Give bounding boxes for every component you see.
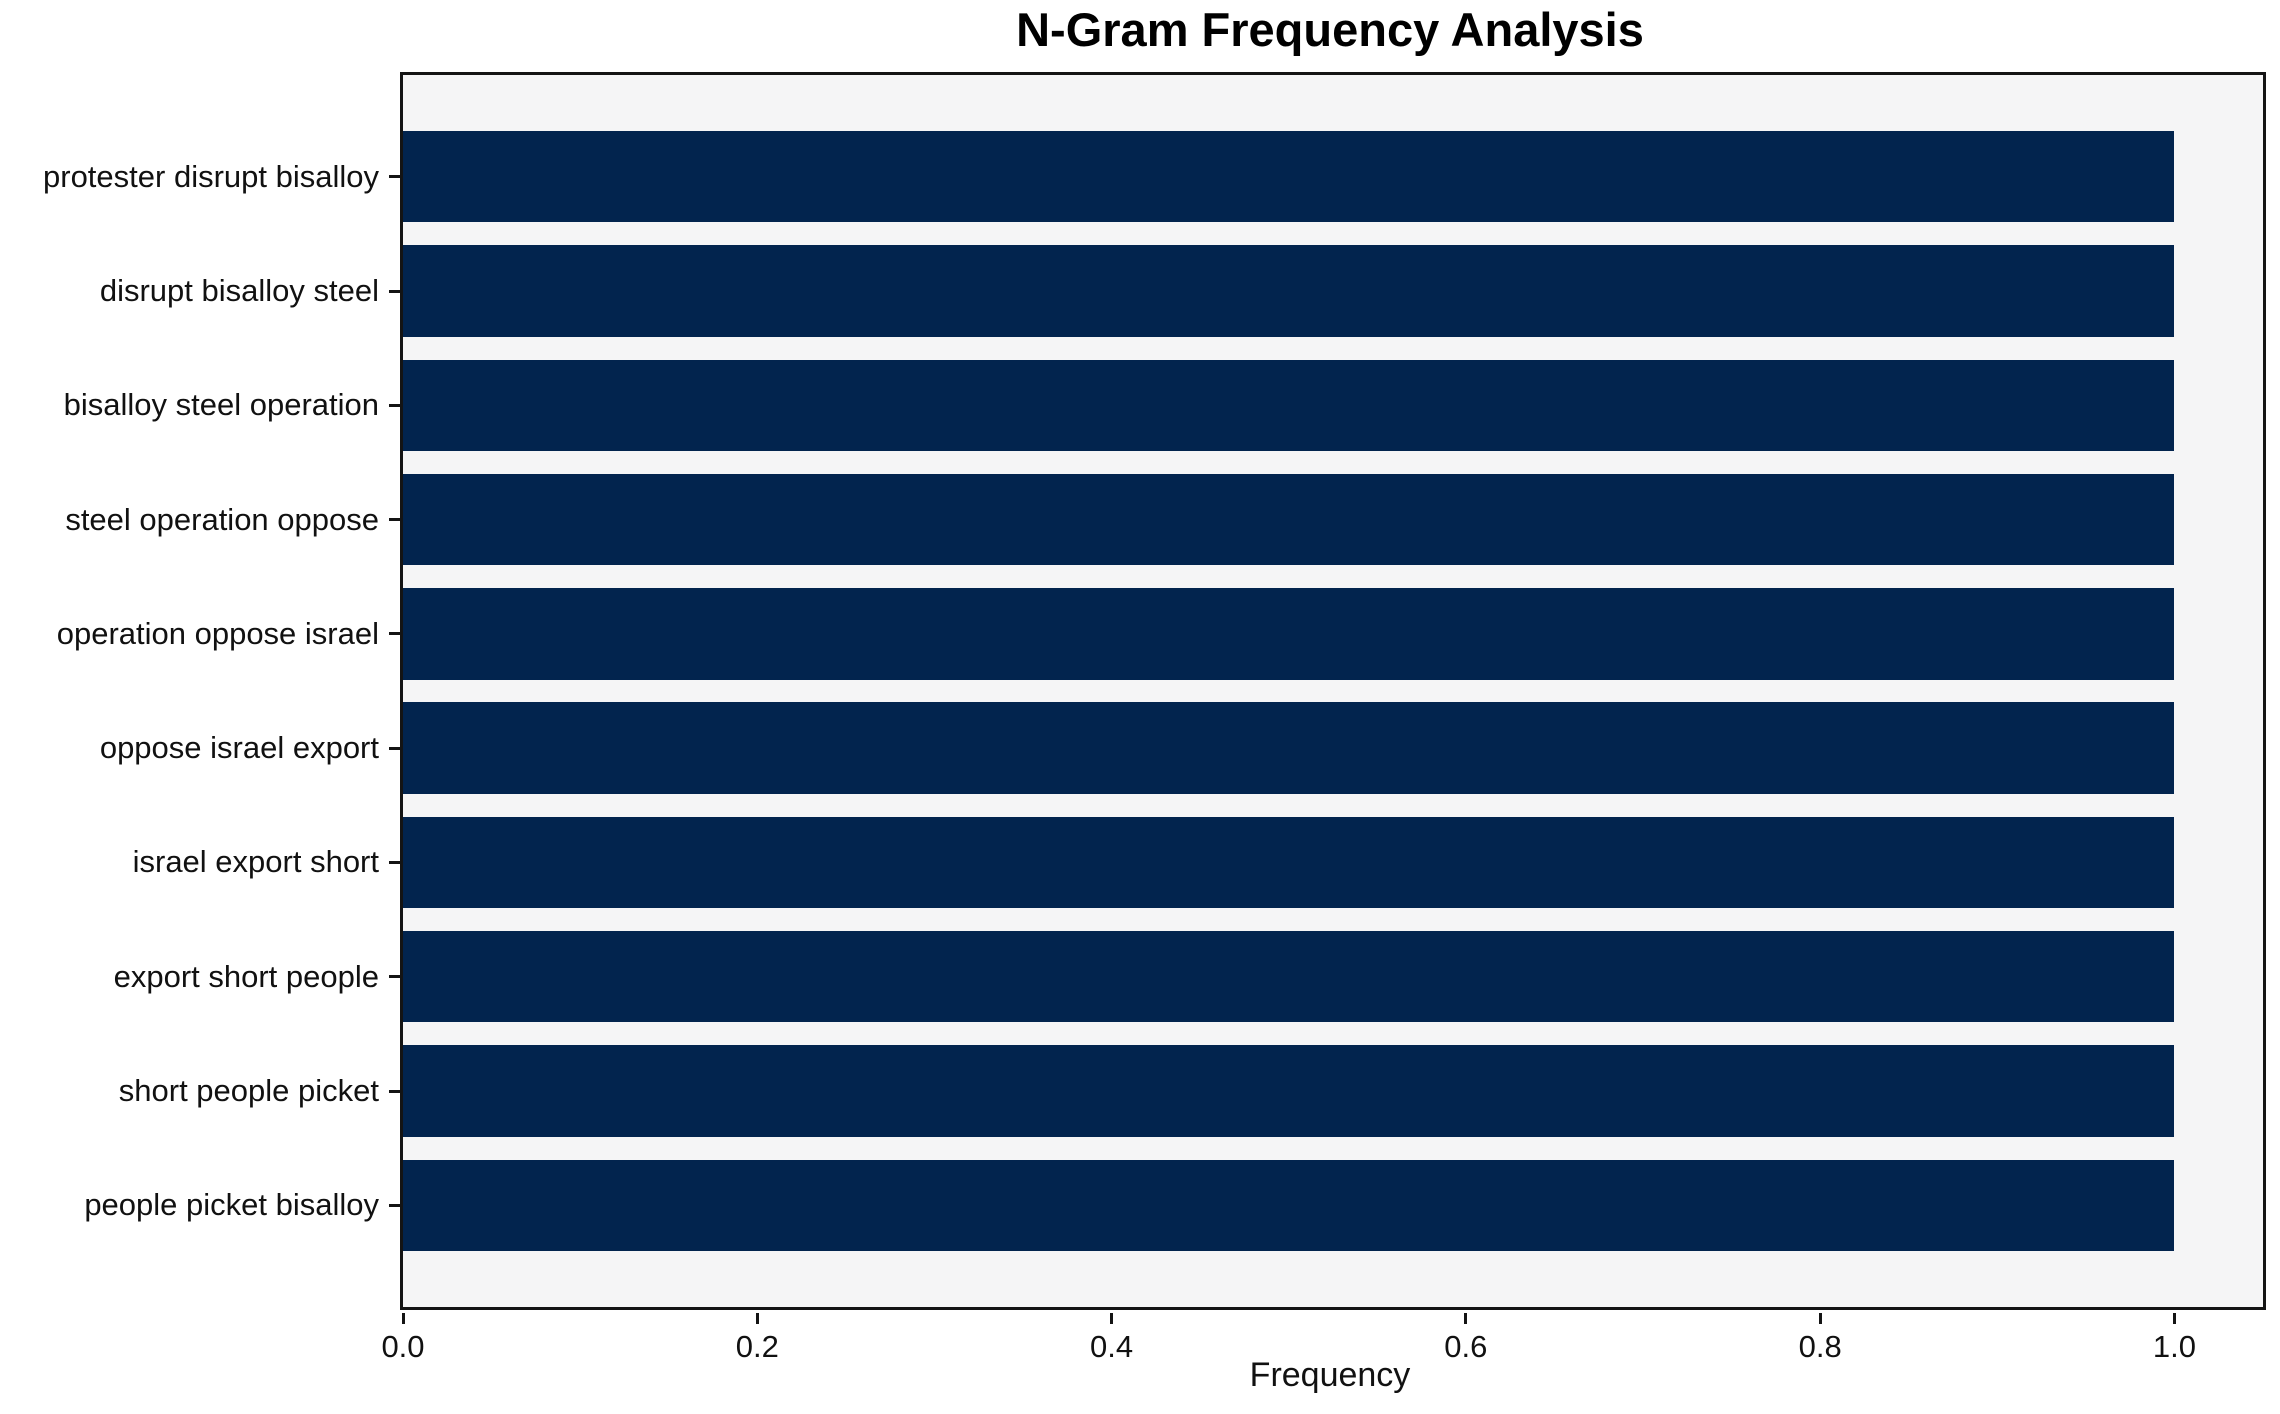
bar [403, 588, 2175, 680]
x-tick-label: 0.6 [1444, 1329, 1488, 1364]
bar [403, 816, 2175, 909]
bar [403, 1045, 2175, 1137]
y-tick-mark [389, 289, 400, 293]
y-tick-label: people picket bisalloy [84, 1187, 379, 1223]
bar [403, 473, 2175, 566]
bar [403, 131, 2175, 223]
y-tick-mark [389, 746, 400, 750]
y-tick-label: bisalloy steel operation [63, 387, 379, 423]
chart-title: N-Gram Frequency Analysis [1016, 3, 1644, 56]
x-tick-label: 0.8 [1798, 1329, 1842, 1364]
bar [403, 245, 2175, 337]
y-tick-label: short people picket [118, 1073, 379, 1108]
y-tick-label: export short people [113, 958, 379, 994]
y-tick-label: oppose israel export [99, 730, 379, 766]
x-tick-mark [401, 1313, 405, 1324]
x-tick-label: 0.4 [1090, 1329, 1134, 1364]
bar [403, 359, 2175, 451]
y-tick-mark [389, 860, 400, 864]
x-axis-label: Frequency [1249, 1356, 1411, 1394]
bar [403, 931, 2175, 1023]
y-tick-mark [389, 403, 400, 407]
y-tick-label: protester disrupt bisalloy [43, 158, 379, 194]
bar [403, 1159, 2175, 1251]
y-tick-mark [389, 1089, 400, 1093]
plot-area: protester disrupt bisalloy disrupt bisall… [43, 72, 2266, 1364]
x-tick-label: 0.0 [381, 1329, 425, 1364]
y-tick-label: steel operation oppose [65, 501, 379, 537]
y-tick-label: disrupt bisalloy steel [99, 273, 379, 308]
y-tick-label: operation oppose israel [56, 615, 379, 651]
x-tick-mark [755, 1313, 759, 1324]
x-tick-mark [1464, 1313, 1468, 1324]
x-tick-mark [2172, 1313, 2176, 1324]
y-tick-mark [389, 175, 400, 179]
y-tick-mark [389, 975, 400, 979]
x-tick-label: 0.2 [735, 1329, 779, 1364]
x-tick-mark [1110, 1313, 1114, 1324]
x-tick-label: 1.0 [2152, 1329, 2196, 1364]
bar [403, 702, 2175, 794]
y-tick-label: israel export short [132, 844, 379, 880]
y-tick-mark [389, 518, 400, 522]
y-tick-mark [389, 632, 400, 636]
y-tick-mark [389, 1203, 400, 1207]
x-tick-mark [1818, 1313, 1822, 1324]
